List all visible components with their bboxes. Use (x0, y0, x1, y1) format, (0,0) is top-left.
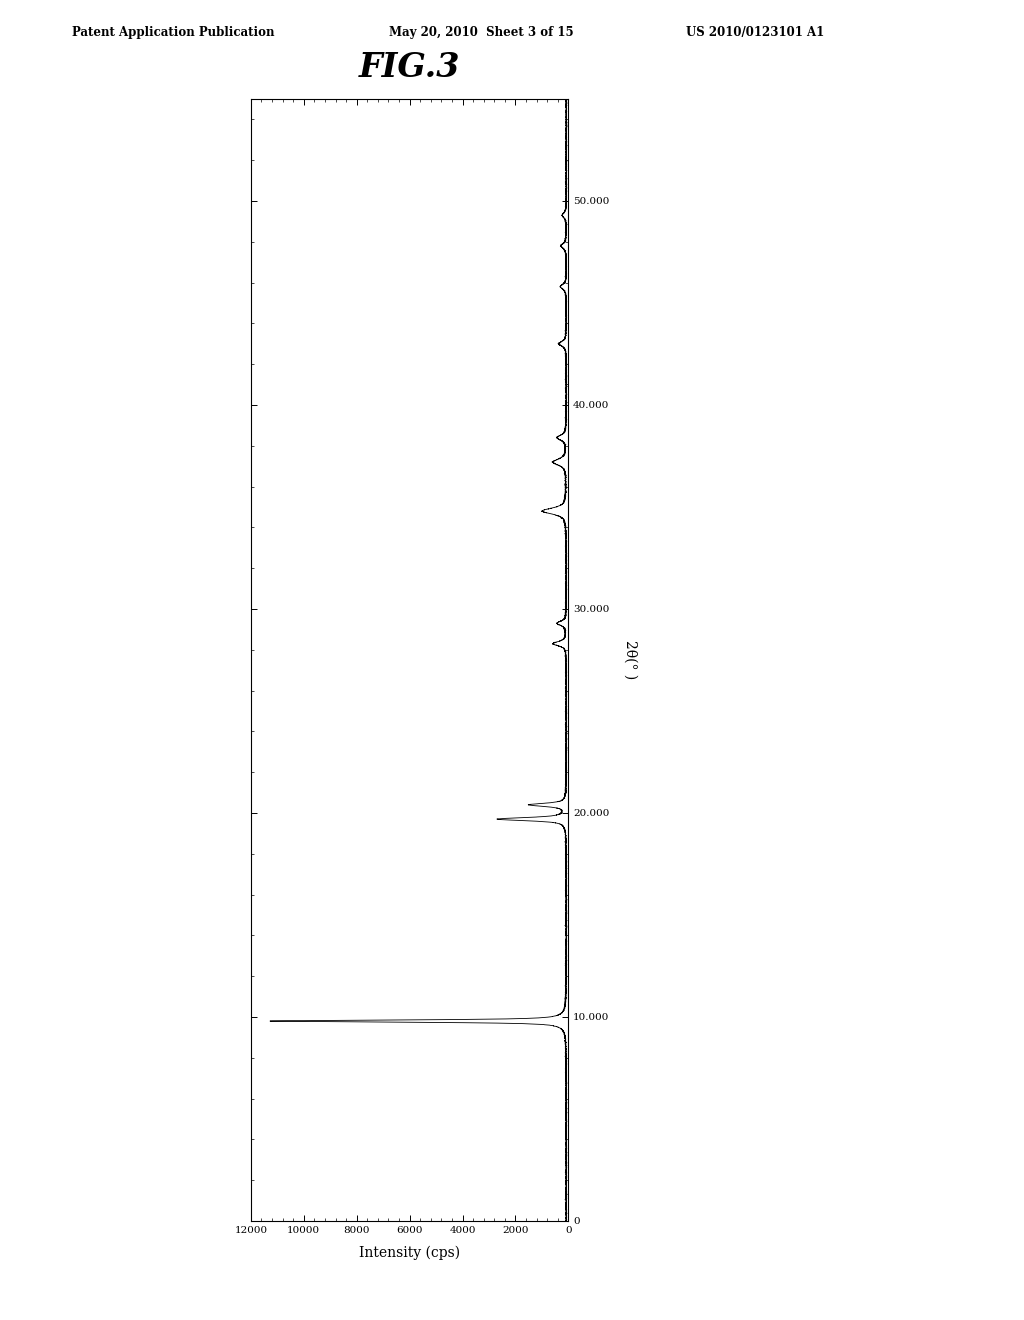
Text: FIG.3: FIG.3 (358, 50, 461, 83)
Text: US 2010/0123101 A1: US 2010/0123101 A1 (686, 25, 824, 38)
Text: Patent Application Publication: Patent Application Publication (72, 25, 274, 38)
X-axis label: Intensity (cps): Intensity (cps) (359, 1246, 460, 1261)
Y-axis label: 2θ(° ): 2θ(° ) (624, 640, 637, 680)
Text: May 20, 2010  Sheet 3 of 15: May 20, 2010 Sheet 3 of 15 (389, 25, 573, 38)
